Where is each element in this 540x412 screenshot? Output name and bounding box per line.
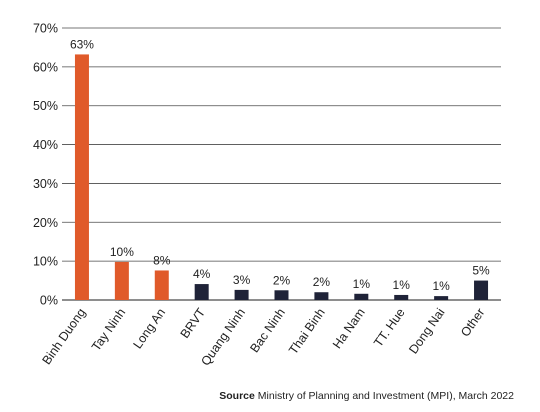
bar-quang-ninh xyxy=(234,289,249,300)
data-label: 63% xyxy=(70,37,94,51)
y-tick-label: 10% xyxy=(33,255,58,269)
x-tick-label: Binh Duong xyxy=(39,306,88,368)
x-tick-label: Tay Ninh xyxy=(89,306,128,354)
y-tick-label: 30% xyxy=(33,177,58,191)
data-label: 8% xyxy=(153,253,171,267)
data-label: 1% xyxy=(353,277,371,291)
x-tick-label: Ha Nam xyxy=(330,306,368,352)
bar-binh-duong xyxy=(74,54,89,301)
bars xyxy=(74,54,489,301)
bar-thai-binh xyxy=(314,292,329,300)
y-axis-ticks: 0% 10% 20% 30% 40% 50% 60% 70% xyxy=(33,22,58,308)
gridlines xyxy=(62,27,501,301)
y-tick-label: 40% xyxy=(33,138,58,152)
source-text: Ministry of Planning and Investment (MPI… xyxy=(257,390,514,402)
data-label: 3% xyxy=(233,273,251,287)
data-label: 5% xyxy=(472,264,490,278)
source-label: Source xyxy=(219,390,255,402)
x-tick-label: TT. Hue xyxy=(371,306,408,350)
data-label: 2% xyxy=(273,273,291,287)
x-tick-label: Bac Ninh xyxy=(247,306,288,356)
data-labels: 63% 10% 8% 4% 3% 2% 2% 1% 1% 1% 5% xyxy=(70,37,490,293)
data-label: 1% xyxy=(432,279,450,293)
x-tick-label: BRVT xyxy=(178,305,209,340)
bar-tay-ninh xyxy=(114,261,129,300)
y-tick-label: 70% xyxy=(33,22,58,36)
bar-long-an xyxy=(154,270,169,300)
data-label: 4% xyxy=(193,267,211,281)
bar-dong-nai xyxy=(434,296,449,300)
y-tick-label: 60% xyxy=(33,60,58,74)
x-tick-label: Dong Nai xyxy=(406,306,447,357)
data-label: 1% xyxy=(393,278,411,292)
y-tick-label: 20% xyxy=(33,216,58,230)
data-label: 2% xyxy=(313,275,331,289)
y-tick-label: 0% xyxy=(40,294,58,308)
y-tick-label: 50% xyxy=(33,99,58,113)
data-label: 10% xyxy=(110,245,134,259)
bar-ha-nam xyxy=(354,293,369,300)
bar-brvt xyxy=(194,284,209,300)
x-tick-label: Long An xyxy=(130,306,168,352)
x-tick-label: Other xyxy=(458,306,487,340)
bar-tt-hue xyxy=(394,294,409,300)
bar-other xyxy=(474,280,489,300)
x-tick-label: Thai Binh xyxy=(286,306,328,357)
bar-bac-ninh xyxy=(274,290,289,300)
source-note: Source Ministry of Planning and Investme… xyxy=(219,390,514,402)
